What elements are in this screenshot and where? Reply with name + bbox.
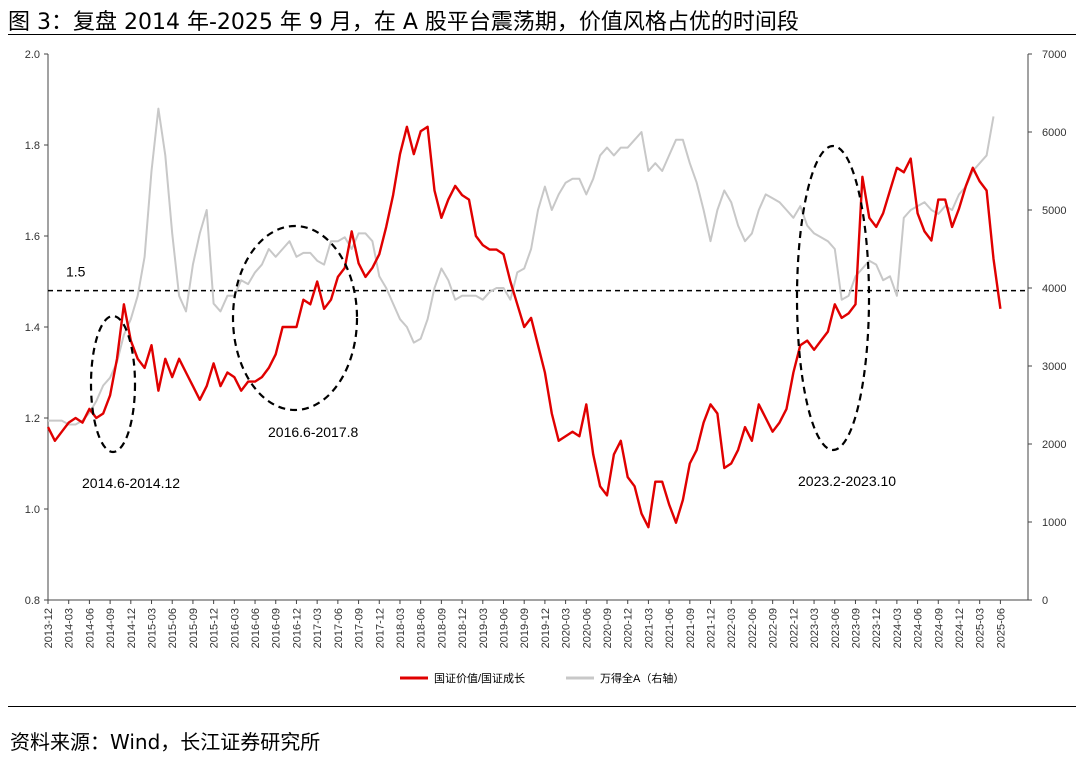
- x-tick-label: 2024-03: [892, 608, 904, 648]
- legend-label: 国证价值/国证成长: [434, 672, 525, 685]
- chart: 0.8 1.0 1.2 1.4 1.6 1.8 2.0 0 1000 2000 3000 4000 50…: [25, 49, 1067, 685]
- right-tick-label: 5000: [1042, 205, 1066, 217]
- x-tick-label: 2018-03: [395, 608, 407, 648]
- period-label: 2014.6-2014.12: [82, 475, 180, 491]
- legend-label: 万得全A（右轴）: [600, 671, 684, 685]
- value-growth-ratio-line: [46, 125, 1002, 529]
- x-tick-label: 2020-09: [602, 608, 614, 648]
- period-label: 2023.2-2023.10: [798, 473, 896, 489]
- left-tick-label: 1.4: [25, 322, 40, 334]
- x-tick-label: 2021-09: [685, 608, 697, 648]
- x-tick-label: 2018-12: [457, 608, 469, 648]
- axes-group: 0.8 1.0 1.2 1.4 1.6 1.8 2.0 0 1000 2000 3000 4000 50…: [25, 49, 1067, 648]
- x-tick-label: 2024-09: [933, 608, 945, 648]
- x-tick-label: 2014-03: [64, 608, 76, 648]
- x-tick-label: 2016-12: [291, 608, 303, 648]
- x-tick-label: 2020-12: [623, 608, 635, 648]
- x-tick-label: 2014-06: [84, 608, 96, 648]
- x-tick-label: 2013-12: [43, 608, 55, 648]
- right-tick-label: 0: [1042, 595, 1048, 607]
- x-tick-label: 2014-09: [105, 608, 117, 648]
- right-tick-label: 7000: [1042, 49, 1066, 61]
- x-tick-label: 2022-12: [788, 608, 800, 648]
- x-tick-label: 2022-06: [747, 608, 759, 648]
- x-tick-label: 2021-03: [643, 608, 655, 648]
- x-tick-label: 2019-06: [498, 608, 510, 648]
- x-tick-label: 2023-03: [809, 608, 821, 648]
- title-rule: [8, 34, 1076, 35]
- period-highlight-ellipse: [89, 314, 137, 454]
- annotation-group: 2014.6-2014.12 2016.6-2017.8 2023.2-2023.1…: [82, 144, 896, 491]
- left-tick-label: 1.0: [25, 504, 40, 516]
- x-tick-label: 2021-12: [706, 608, 718, 648]
- left-tick-label: 0.8: [25, 595, 40, 607]
- x-tick-label: 2017-03: [312, 608, 324, 648]
- x-tick-label: 2020-03: [561, 608, 573, 648]
- x-tick-label: 2018-06: [416, 608, 428, 648]
- series-group: [46, 107, 1002, 529]
- x-tick-label: 2024-06: [913, 608, 925, 648]
- left-tick-label: 1.8: [25, 140, 40, 152]
- x-tick-label: 2022-03: [726, 608, 738, 648]
- x-tick-label: 2015-06: [167, 608, 179, 648]
- x-tick-label: 2017-06: [333, 608, 345, 648]
- x-tick-label: 2023-12: [871, 608, 883, 648]
- x-tick-label: 2014-12: [126, 608, 138, 648]
- x-tick-label: 2020-06: [581, 608, 593, 648]
- period-highlight-ellipse: [231, 224, 359, 412]
- source-note: 资料来源：Wind，长江证券研究所: [10, 730, 321, 754]
- right-tick-label: 6000: [1042, 127, 1066, 139]
- period-label: 2016.6-2017.8: [268, 424, 359, 440]
- x-tick-label: 2024-12: [954, 608, 966, 648]
- reference-line-label: 1.5: [66, 264, 86, 280]
- left-tick-label: 2.0: [25, 49, 40, 61]
- x-tick-label: 2016-03: [229, 608, 241, 648]
- x-tick-label: 2015-03: [147, 608, 159, 648]
- left-tick-label: 1.2: [25, 413, 40, 425]
- x-tick-label: 2025-06: [995, 608, 1007, 648]
- x-tick-label: 2021-06: [664, 608, 676, 648]
- x-tick-label: 2016-09: [271, 608, 283, 648]
- right-tick-label: 4000: [1042, 283, 1066, 295]
- period-highlight-ellipse: [795, 144, 871, 452]
- x-tick-label: 2022-09: [768, 608, 780, 648]
- source-rule: [8, 706, 1076, 707]
- wind-all-a-line: [48, 107, 995, 426]
- x-tick-label: 2015-12: [209, 608, 221, 648]
- right-tick-label: 1000: [1042, 517, 1066, 529]
- right-tick-label: 3000: [1042, 361, 1066, 373]
- figure-title: 图 3：复盘 2014 年-2025 年 9 月，在 A 股平台震荡期，价值风格…: [8, 10, 799, 35]
- x-tick-label: 2023-09: [850, 608, 862, 648]
- x-tick-label: 2016-06: [250, 608, 262, 648]
- x-tick-label: 2018-09: [436, 608, 448, 648]
- legend-group: 国证价值/国证成长 万得全A（右轴）: [400, 671, 684, 685]
- x-tick-label: 2019-03: [478, 608, 490, 648]
- x-tick-label: 2019-09: [519, 608, 531, 648]
- x-tick-label: 2017-12: [374, 608, 386, 648]
- x-tick-label: 2017-09: [354, 608, 366, 648]
- x-tick-label: 2015-09: [188, 608, 200, 648]
- left-tick-label: 1.6: [25, 231, 40, 243]
- right-tick-label: 2000: [1042, 439, 1066, 451]
- x-tick-label: 2023-06: [830, 608, 842, 648]
- x-tick-label: 2025-03: [975, 608, 987, 648]
- x-tick-label: 2019-12: [540, 608, 552, 648]
- reference-group: 1.5: [48, 264, 1028, 292]
